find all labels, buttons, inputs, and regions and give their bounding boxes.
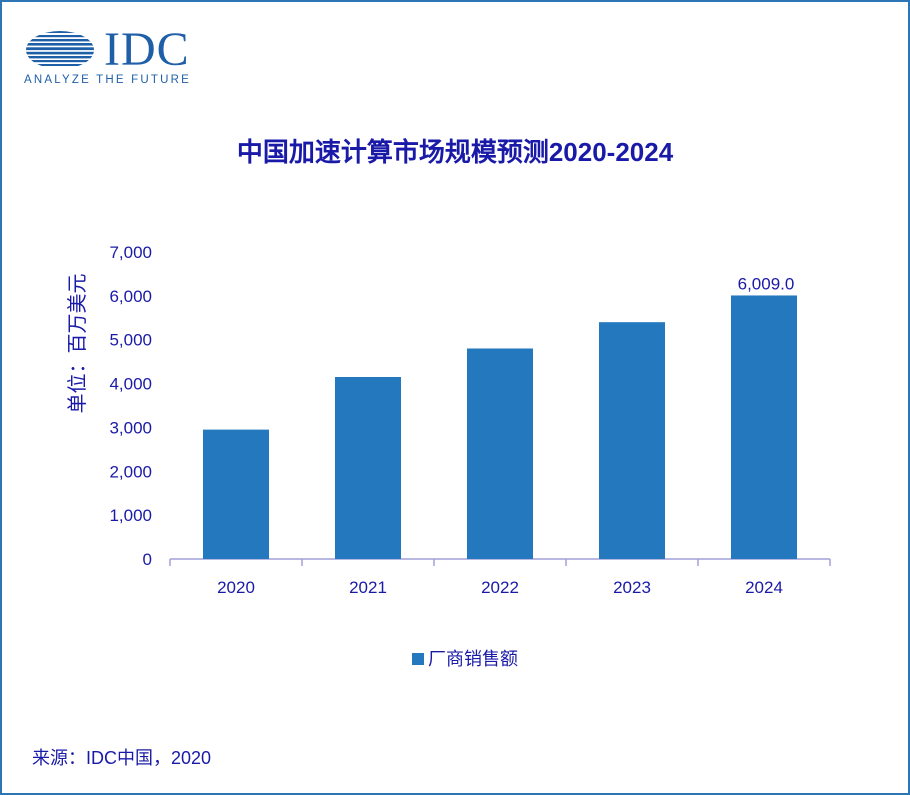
y-tick-label: 5,000: [109, 331, 152, 350]
bar-2024: [731, 295, 797, 559]
y-tick-label: 7,000: [109, 243, 152, 262]
y-tick-label: 0: [143, 550, 152, 569]
logo-tagline: ANALYZE THE FUTURE: [24, 74, 191, 86]
source-note: 来源：IDC中国，2020: [32, 748, 212, 768]
x-tick-label: 2024: [745, 578, 783, 597]
x-tick-label: 2022: [481, 578, 519, 597]
data-label-2024: 6,009.0: [738, 274, 795, 293]
bar-2021: [335, 376, 401, 559]
y-tick-label: 1,000: [109, 506, 152, 525]
y-axis-title: 单位：百万美元: [66, 274, 89, 414]
y-tick-label: 4,000: [109, 375, 152, 394]
idc-logo: IDC ANALYZE THE FUTURE: [24, 24, 224, 94]
globe-icon: [26, 31, 94, 66]
y-tick-label: 2,000: [109, 462, 152, 481]
legend-label: 厂商销售额: [428, 649, 518, 669]
x-tick-label: 2023: [613, 578, 651, 597]
y-tick-label: 6,000: [109, 287, 152, 306]
legend-swatch: [412, 653, 424, 665]
bar-2020: [203, 429, 269, 559]
bar-2022: [467, 348, 533, 559]
y-tick-label: 3,000: [109, 418, 152, 437]
chart-title: 中国加速计算市场规模预测2020-2024: [236, 137, 674, 167]
x-tick-label: 2020: [217, 578, 255, 597]
x-tick-label: 2021: [349, 578, 387, 597]
logo-wordmark: IDC: [104, 23, 190, 76]
bar-2023: [599, 322, 665, 559]
